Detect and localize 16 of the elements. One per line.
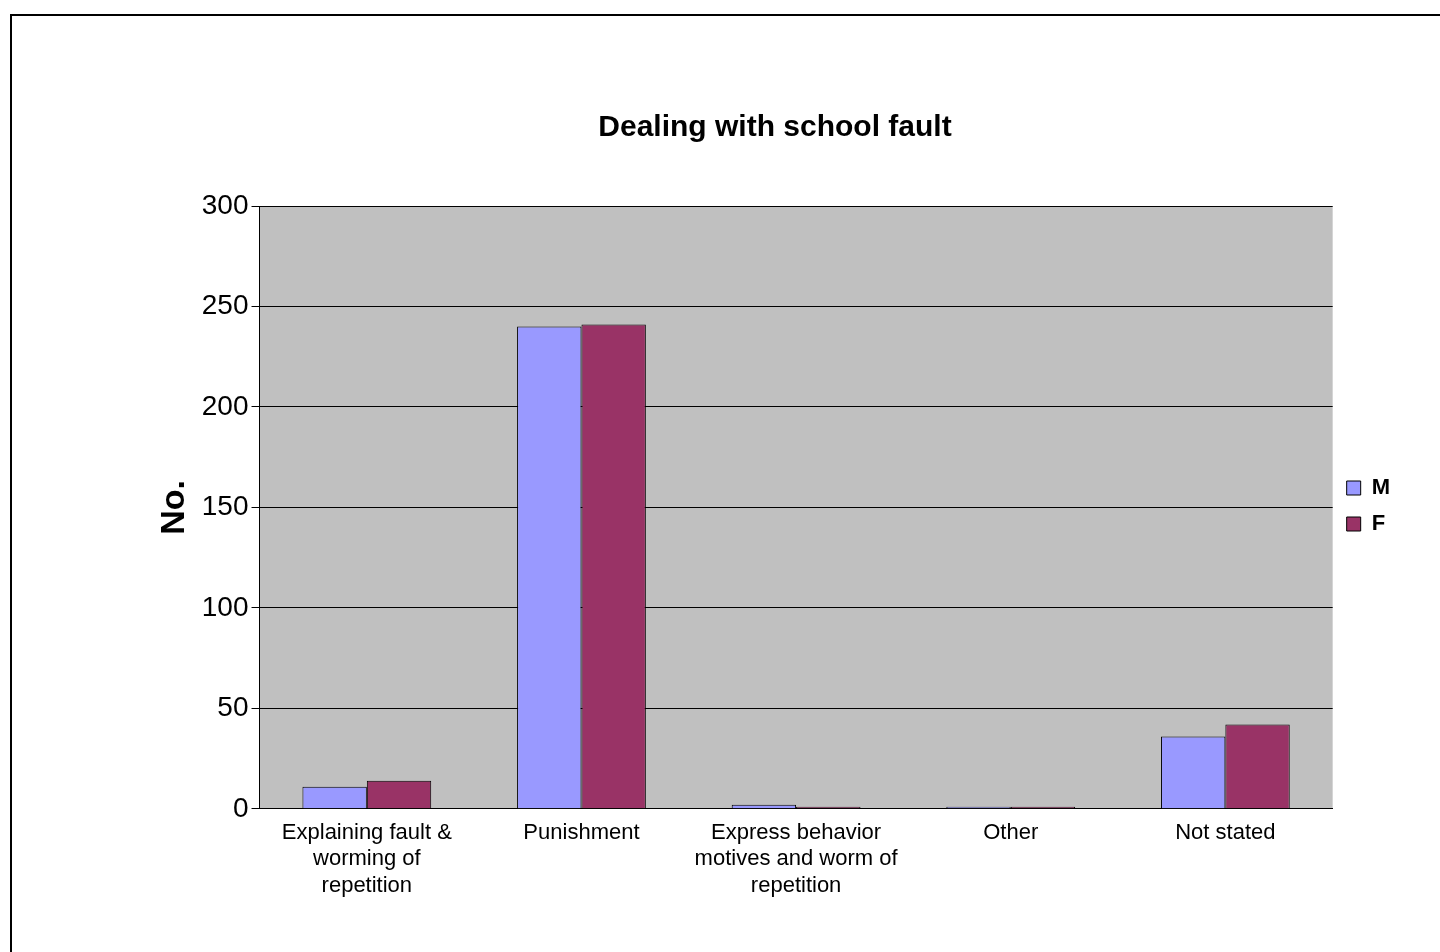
x-tick-label: Express behavior motives and worm of repetition	[694, 819, 899, 897]
y-tick-label: 150	[201, 490, 249, 522]
legend-label: F	[1371, 510, 1386, 536]
x-tick-label: Explaining fault & worming of repetition	[281, 819, 453, 897]
y-tick-label: 50	[217, 691, 249, 723]
y-tick-label: 250	[201, 289, 249, 321]
y-axis-title: No.	[152, 480, 191, 535]
x-tick-label: Other	[983, 819, 1039, 845]
y-tick-label: 200	[201, 389, 249, 421]
x-tick-label: Punishment	[523, 819, 640, 845]
legend-label: M	[1371, 474, 1390, 500]
x-tick-label: Not stated	[1175, 819, 1276, 845]
y-tick-label: 0	[232, 791, 249, 823]
y-tick-label: 100	[201, 590, 249, 622]
chart-title: Dealing with school fault	[598, 109, 952, 143]
y-tick-label: 300	[201, 188, 249, 220]
